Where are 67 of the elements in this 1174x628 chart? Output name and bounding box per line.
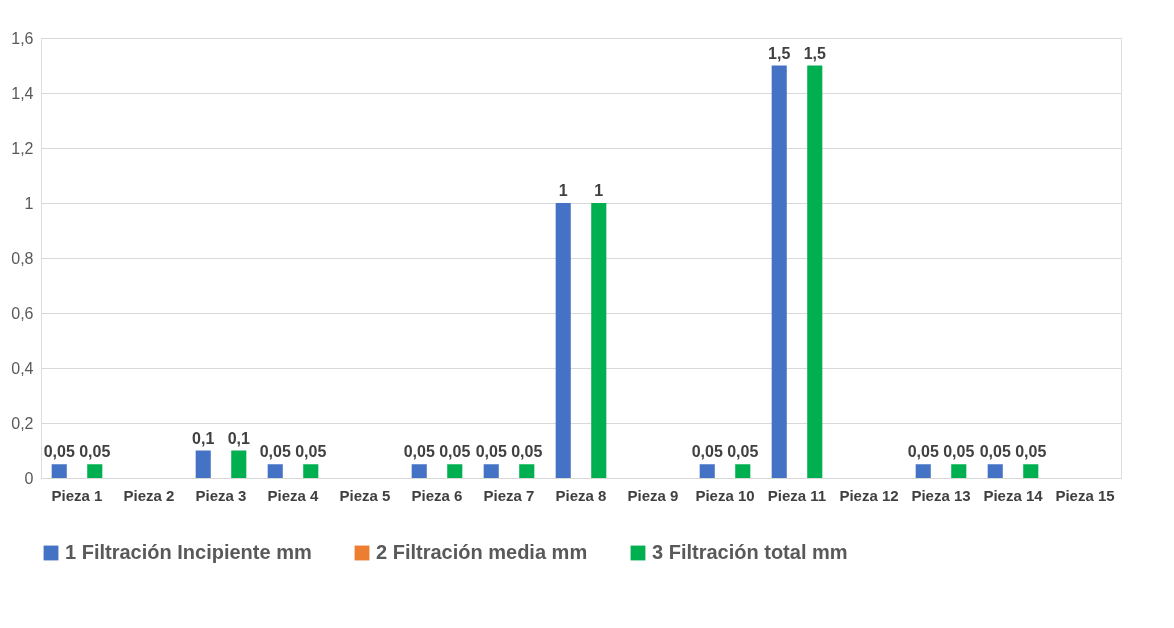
bar: [915, 464, 931, 478]
data-label: 0,05: [1015, 443, 1047, 461]
data-label: 1,5: [803, 44, 826, 62]
y-tick-label: 0,2: [11, 414, 34, 432]
data-label: 1,5: [768, 44, 791, 62]
bar: [483, 464, 499, 478]
data-label: 0,05: [907, 443, 939, 461]
x-tick-label: Pieza 15: [1055, 486, 1115, 504]
y-tick-label: 1,6: [11, 29, 34, 47]
data-label: 0,1: [192, 429, 215, 447]
y-tick-label: 1,2: [11, 139, 34, 157]
bar: [195, 450, 211, 478]
bar: [771, 65, 787, 478]
x-tick-label: Pieza 10: [695, 486, 755, 504]
data-label: 0,05: [943, 443, 975, 461]
x-tick-label: Pieza 7: [483, 486, 535, 504]
legend-label: 1 Filtración Incipiente mm: [65, 541, 312, 563]
data-label: 0,05: [727, 443, 759, 461]
data-label: 0,05: [439, 443, 471, 461]
data-label: 0,05: [475, 443, 507, 461]
data-label: 1: [594, 182, 604, 199]
bar: [1023, 464, 1039, 478]
y-tick-label: 1,4: [11, 84, 34, 102]
bar: [807, 65, 823, 478]
x-tick-label: Pieza 14: [983, 486, 1044, 504]
bar: [735, 464, 751, 478]
bar: [447, 464, 463, 478]
data-label: 0,05: [511, 443, 543, 461]
x-tick-label: Pieza 4: [267, 486, 320, 504]
x-tick-label: Pieza 2: [123, 486, 175, 504]
bar: [231, 450, 247, 478]
y-tick-label: 0,4: [11, 359, 34, 377]
x-tick-label: Pieza 9: [627, 486, 679, 504]
bar: [519, 464, 535, 478]
y-tick-label: 0,6: [11, 304, 34, 322]
x-tick-label: Pieza 11: [767, 486, 827, 504]
x-tick-label: Pieza 12: [839, 486, 899, 504]
x-tick-label: Pieza 3: [195, 486, 247, 504]
bar: [267, 464, 283, 478]
y-tick-label: 0,8: [11, 249, 34, 267]
x-tick-label: Pieza 8: [555, 486, 607, 504]
bar: [987, 464, 1003, 478]
x-tick-label: Pieza 13: [911, 486, 971, 504]
data-label: 0,05: [43, 443, 75, 461]
bar: [87, 464, 103, 478]
bar: [951, 464, 967, 478]
bar: [699, 464, 715, 478]
y-tick-label: 1: [24, 194, 34, 212]
data-label: 0,05: [403, 443, 435, 461]
legend-label: 3 Filtración total mm: [652, 541, 848, 563]
data-label: 0,05: [979, 443, 1011, 461]
bar: [591, 203, 607, 478]
y-tick-label: 0: [24, 469, 34, 487]
data-label: 0,05: [691, 443, 723, 461]
bar: [303, 464, 319, 478]
data-label: 0,1: [227, 429, 250, 447]
x-tick-label: Pieza 6: [411, 486, 463, 504]
legend-label: 2 Filtración media mm: [376, 541, 588, 563]
x-tick-label: Pieza 5: [339, 486, 391, 504]
data-label: 0,05: [295, 443, 327, 461]
bar: [555, 203, 571, 478]
data-label: 1: [558, 182, 568, 199]
x-tick-label: Pieza 1: [51, 486, 103, 504]
bar: [411, 464, 427, 478]
data-label: 0,05: [79, 443, 111, 461]
bar: [51, 464, 67, 478]
data-label: 0,05: [259, 443, 291, 461]
